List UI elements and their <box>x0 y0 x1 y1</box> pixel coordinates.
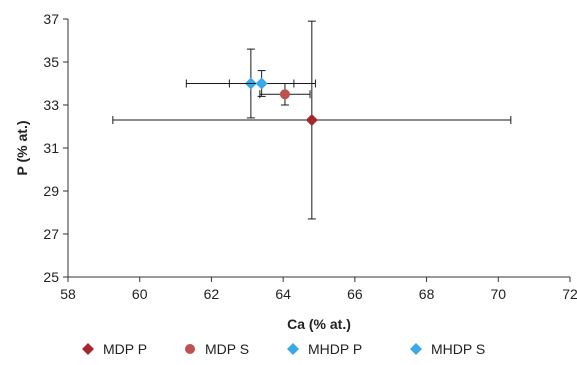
legend-item: MDP S <box>185 341 249 357</box>
x-axis-title: Ca (% at.) <box>287 316 351 332</box>
legend: MDP P MDP S MHDP P MHDP S <box>82 341 485 357</box>
data-point <box>255 77 268 90</box>
y-tick-label: 27 <box>43 226 59 242</box>
y-tick-label: 31 <box>43 140 59 156</box>
x-tick-label: 72 <box>562 286 577 302</box>
legend-item: MHDP P <box>287 341 362 357</box>
y-tick-label: 25 <box>43 269 59 285</box>
ticks: 58 60 62 64 66 68 70 72 25 27 29 31 33 35 37 <box>43 11 577 302</box>
series-mdp-p <box>112 20 512 220</box>
x-tick-label: 58 <box>60 286 76 302</box>
x-tick-label: 64 <box>275 286 291 302</box>
series-mhdp-s <box>228 70 295 97</box>
legend-label: MHDP P <box>308 341 362 357</box>
y-tick-label: 29 <box>43 183 59 199</box>
y-tick-label: 33 <box>43 97 59 113</box>
data-point <box>305 114 318 127</box>
x-tick-label: 70 <box>490 286 506 302</box>
legend-item: MHDP S <box>410 341 485 357</box>
series-layer <box>112 20 512 220</box>
legend-marker <box>82 343 94 355</box>
legend-item: MDP P <box>82 341 147 357</box>
x-tick-label: 60 <box>132 286 148 302</box>
y-axis-title: P (% at.) <box>14 121 30 176</box>
legend-marker <box>287 343 299 355</box>
legend-marker <box>185 344 195 354</box>
data-point <box>279 89 290 100</box>
x-tick-label: 66 <box>347 286 363 302</box>
legend-marker <box>410 343 422 355</box>
legend-label: MHDP S <box>431 341 485 357</box>
legend-label: MDP S <box>205 341 249 357</box>
y-tick-label: 37 <box>43 11 59 27</box>
x-tick-label: 62 <box>204 286 220 302</box>
legend-label: MDP P <box>103 341 147 357</box>
x-tick-label: 68 <box>419 286 435 302</box>
y-tick-label: 35 <box>43 54 59 70</box>
axes <box>67 19 570 278</box>
series-mdp-s <box>259 83 311 106</box>
